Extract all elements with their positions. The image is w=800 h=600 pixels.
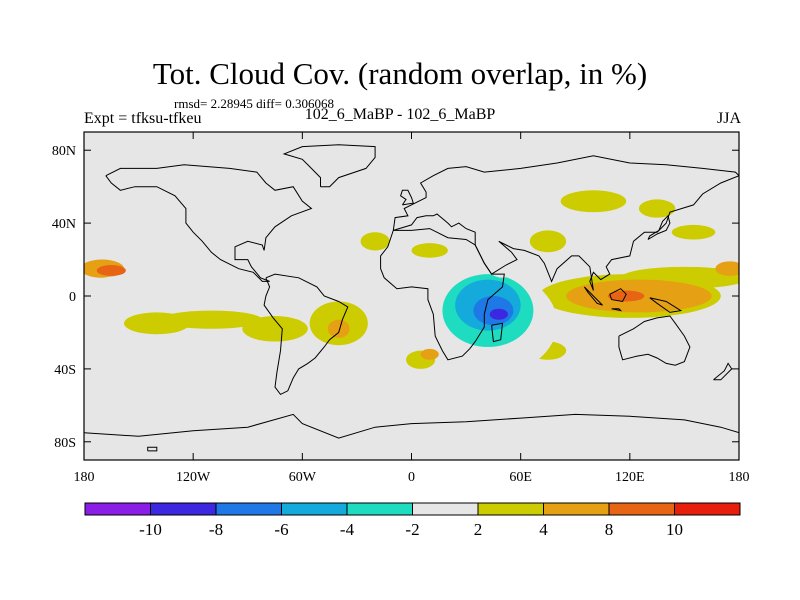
colorbar-label-8: 10 — [666, 520, 683, 539]
coastline-14 — [713, 362, 733, 381]
anomaly-patch-26 — [484, 241, 521, 278]
coastline-layer — [84, 144, 739, 452]
colorbar-swatch-1 — [150, 502, 217, 516]
anomaly-layer — [84, 135, 739, 375]
coastline-10 — [611, 308, 623, 312]
colorbar-label-3: -4 — [340, 520, 355, 539]
anomaly-patch-1 — [96, 265, 126, 276]
season-label: JJA — [716, 110, 741, 127]
coastline-9 — [583, 286, 603, 306]
coastline-8 — [647, 214, 671, 240]
colorbar-swatch-0 — [84, 502, 151, 516]
x-tick-label-2: 60W — [289, 470, 317, 485]
y-tick-label-3: 40S — [54, 363, 76, 378]
y-tick-label-0: 80N — [52, 144, 76, 159]
colorbar: -10 -8 -6 -4 -2 2 4 8 10 — [84, 502, 741, 539]
colorbar-label-0: -10 — [139, 520, 162, 539]
coastline-0 — [105, 164, 313, 282]
experiment-label: Expt = tfksu-tfkeu — [84, 110, 202, 127]
colorbar-swatch-5 — [412, 502, 479, 516]
anomaly-patch-25 — [489, 308, 508, 320]
coastline-5 — [84, 413, 739, 439]
anomaly-patch-31 — [258, 177, 274, 196]
coastline-6 — [282, 144, 376, 188]
x-tick-label-6: 180 — [729, 470, 750, 485]
coastline-15 — [147, 446, 158, 452]
colorbar-label-5: 2 — [474, 520, 483, 539]
anomaly-patch-3 — [160, 310, 263, 329]
anomaly-patch-27 — [316, 135, 361, 147]
anomaly-patch-6 — [327, 319, 350, 338]
coastline-11 — [609, 288, 627, 303]
anomaly-patch-11 — [671, 224, 716, 240]
anomaly-patch-29 — [98, 275, 143, 287]
colorbar-label-2: -6 — [274, 520, 288, 539]
colorbar-swatch-6 — [477, 502, 544, 516]
colorbar-swatch-2 — [215, 502, 282, 516]
anomaly-patch-16 — [608, 290, 645, 302]
colorbar-swatch-9 — [674, 502, 741, 516]
y-tick-label-1: 40N — [52, 217, 76, 232]
x-tick-label-1: 120W — [176, 470, 211, 485]
anomaly-patch-20 — [420, 348, 439, 360]
x-tick-label-4: 60E — [509, 470, 532, 485]
colorbar-label-7: 8 — [605, 520, 614, 539]
coastline-7 — [400, 189, 414, 206]
anomaly-patch-17 — [715, 261, 739, 276]
experiment-subtitle: 102_6_MaBP - 102_6_MaBP — [304, 106, 496, 123]
y-tick-label-2: 0 — [69, 290, 76, 305]
coastline-13 — [491, 322, 504, 343]
x-tick-label-0: 180 — [74, 470, 95, 485]
map-title: Tot. Cloud Cov. (random overlap, in %) — [152, 56, 648, 91]
stats-label: rmsd= 2.28945 diff= 0.306068 — [174, 96, 334, 111]
anomaly-patch-4 — [242, 316, 308, 342]
colorbar-swatch-7 — [543, 502, 610, 516]
colorbar-label-4: -2 — [405, 520, 419, 539]
coastline-4 — [618, 315, 691, 366]
anomaly-patch-28 — [691, 135, 714, 147]
anomaly-patch-12 — [638, 199, 676, 218]
axis-ticks: 180 120W 60W 0 60E 120E 180 80N 40N 0 40S 80S — [52, 132, 750, 485]
anomaly-patch-7 — [360, 232, 390, 251]
anomaly-patch-30 — [633, 336, 663, 355]
x-tick-label-3: 0 — [408, 470, 415, 485]
coastline-12 — [649, 297, 683, 313]
colorbar-swatch-3 — [281, 502, 348, 516]
colorbar-label-1: -8 — [209, 520, 223, 539]
anomaly-patch-9 — [529, 230, 567, 253]
coastline-1 — [263, 273, 349, 396]
x-tick-label-5: 120E — [615, 470, 645, 485]
anomaly-patch-8 — [411, 243, 448, 258]
anomaly-patch-10 — [560, 190, 627, 213]
colorbar-swatch-4 — [346, 502, 413, 516]
coastline-2 — [380, 228, 505, 361]
colorbar-label-6: 4 — [539, 520, 548, 539]
colorbar-swatch-8 — [608, 502, 675, 516]
coastline-3 — [392, 155, 739, 291]
y-tick-label-4: 80S — [54, 436, 76, 451]
